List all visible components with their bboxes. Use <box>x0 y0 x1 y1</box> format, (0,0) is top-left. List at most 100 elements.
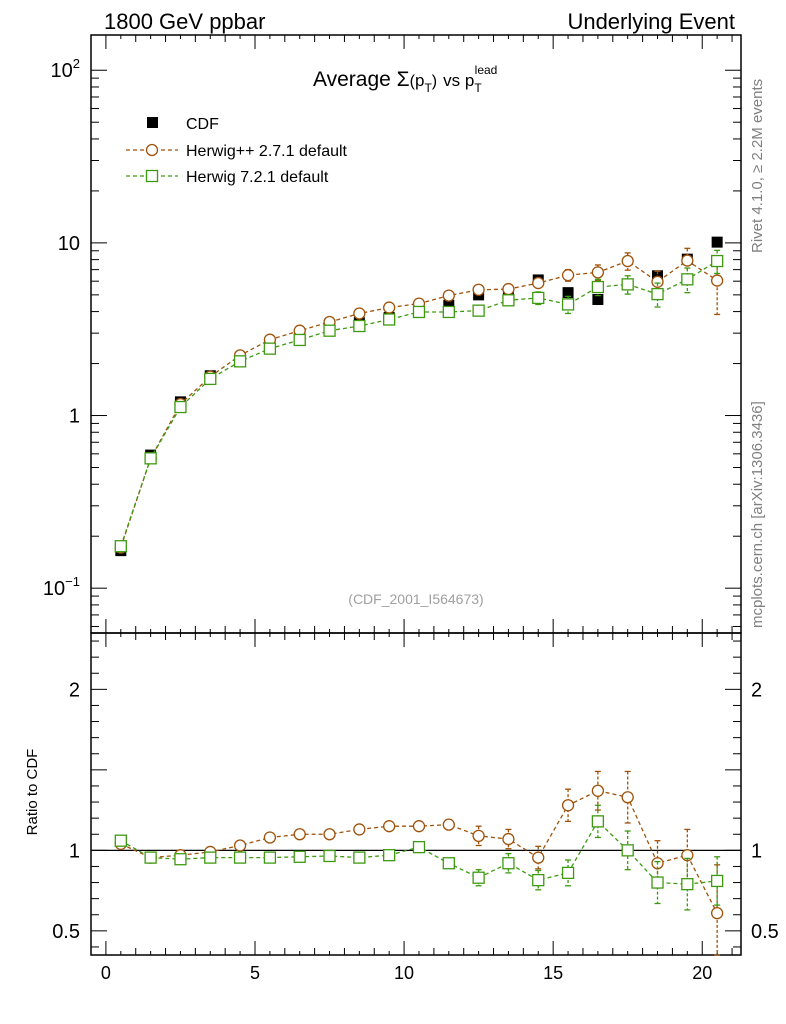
y-tick-label: 10 <box>58 233 80 255</box>
ratio-herwig7-point <box>353 851 366 864</box>
legend: CDF Herwig++ 2.7.1 default Herwig 7.2.1 … <box>126 116 348 186</box>
ratio-y-tick-label-right: 1 <box>751 840 762 862</box>
ratio-herwig7-point <box>323 849 336 863</box>
main-herwigpp-point <box>651 275 664 288</box>
header-right: Underlying Event <box>567 9 735 34</box>
plot-title: Average Σ(pT) vs pTlead <box>313 63 497 95</box>
ratio-herwig7-point <box>204 851 217 864</box>
main-herwigpp-point <box>710 274 724 287</box>
ratio-y-tick-label: 2 <box>69 679 80 701</box>
ratio-herwigpp-point <box>323 828 336 841</box>
ratio-herwig7-point <box>114 834 127 847</box>
main-cdf-point <box>592 293 604 305</box>
main-herwigpp-point <box>353 307 366 320</box>
ratio-herwig7-point <box>591 815 605 828</box>
ratio-herwigpp-point <box>502 832 515 846</box>
ratio-herwigpp-point <box>621 791 634 804</box>
ratio-herwigpp-point <box>472 829 485 843</box>
legend-herwigpp-label: Herwig++ 2.7.1 default <box>186 143 348 160</box>
ratio-herwigpp-point <box>412 820 426 833</box>
main-herwigpp-point <box>532 276 545 290</box>
ratio-herwig7-point <box>561 866 575 880</box>
analysis-id: (CDF_2001_I564673) <box>348 591 483 607</box>
ratio-herwig7-point <box>651 876 664 889</box>
main-herwig7-point <box>532 291 545 305</box>
ratio-herwig7-point <box>442 857 455 870</box>
axes-layer: 0 5 10 15 20 10−1 1 10 102 0.5 1 2 0.5 1 2 <box>43 35 779 983</box>
ratio-herwigpp-point <box>353 823 366 836</box>
x-tick-label: 5 <box>250 963 260 983</box>
ratio-herwigpp-point <box>233 839 247 852</box>
ratio-herwigpp-point <box>442 818 455 831</box>
main-herwig7-point <box>412 305 426 319</box>
legend-herwig7-label: Herwig 7.2.1 default <box>186 169 329 186</box>
ratio-herwig7-point <box>263 851 277 864</box>
ratio-y-tick-label: 1 <box>69 840 80 862</box>
ratio-plot-frame <box>90 632 742 956</box>
main-cdf-point <box>711 236 723 248</box>
ratio-herwigpp-point <box>383 820 396 833</box>
main-herwigpp-point <box>561 269 575 282</box>
main-herwig7-point <box>204 372 217 386</box>
main-herwigpp-point <box>591 266 605 279</box>
main-herwig7-point <box>174 400 187 414</box>
ratio-herwig7-point <box>412 840 426 854</box>
ratio-herwig7-point <box>710 874 724 888</box>
main-herwigpp-point <box>383 301 396 314</box>
y-tick-label: 1 <box>69 406 80 428</box>
main-herwig7-point <box>144 452 157 465</box>
header-left: 1800 GeV ppbar <box>104 9 265 34</box>
ratio-herwigpp-point <box>263 831 277 844</box>
main-herwig7-point <box>651 287 664 301</box>
rivet-label: Rivet 4.1.0, ≥ 2.2M events <box>749 79 766 253</box>
data-layer <box>114 236 724 956</box>
ratio-herwig7-point <box>621 844 634 857</box>
main-herwig7-point <box>263 342 277 355</box>
ratio-herwigpp-point <box>591 784 605 797</box>
ratio-herwig7-point <box>502 857 515 870</box>
ratio-herwig7-point <box>174 853 187 866</box>
main-cdf-point <box>443 299 455 311</box>
ratio-herwig7-point <box>233 851 247 864</box>
main-herwig7-point <box>323 324 336 337</box>
x-tick-label: 15 <box>543 963 563 983</box>
main-herwig7-point <box>502 294 515 307</box>
ratio-herwig7-point <box>383 849 396 862</box>
x-tick-label: 10 <box>394 963 414 983</box>
main-herwigpp-point <box>502 282 515 296</box>
legend-cdf-marker <box>147 117 158 128</box>
main-herwig7-point <box>353 319 366 333</box>
mcplots-label: mcplots.cern.ch [arXiv:1306.3436] <box>749 401 766 628</box>
x-tick-label: 20 <box>692 963 712 983</box>
main-herwig7-point <box>681 273 694 286</box>
main-herwig7-point <box>442 305 455 319</box>
ratio-herwig7-point <box>532 873 545 887</box>
main-herwig7-point <box>591 280 605 294</box>
ratio-herwigpp-point <box>293 828 306 841</box>
ratio-y-tick-label-right: 0.5 <box>751 921 779 943</box>
x-tick-label: 0 <box>101 963 111 983</box>
ratio-herwig7-point <box>144 851 157 864</box>
main-herwigpp-point <box>442 289 455 302</box>
main-herwigpp-point <box>621 254 634 268</box>
main-herwig7-point <box>293 333 306 347</box>
main-herwig7-point <box>710 254 724 268</box>
y-tick-label: 10−1 <box>43 574 80 600</box>
ratio-herwigpp-point <box>710 906 724 920</box>
legend-cdf-label: CDF <box>186 116 219 133</box>
ratio-y-tick-label-right: 2 <box>751 679 762 701</box>
main-herwigpp-point <box>472 283 485 296</box>
y-tick-label: 102 <box>51 56 80 82</box>
main-herwig7-point <box>383 313 396 326</box>
main-herwig7-point <box>472 304 485 317</box>
main-herwig7-point <box>621 278 634 291</box>
ratio-ylabel: Ratio to CDF <box>24 749 41 836</box>
legend-herwigpp-marker <box>145 143 159 157</box>
main-herwigpp-point <box>681 254 694 267</box>
main-cdf-point <box>562 287 574 299</box>
ratio-herwigpp-point <box>561 799 575 812</box>
main-herwig7-point <box>561 298 575 311</box>
ratio-y-tick-label: 0.5 <box>52 921 80 943</box>
ratio-herwig7-point <box>681 878 694 891</box>
